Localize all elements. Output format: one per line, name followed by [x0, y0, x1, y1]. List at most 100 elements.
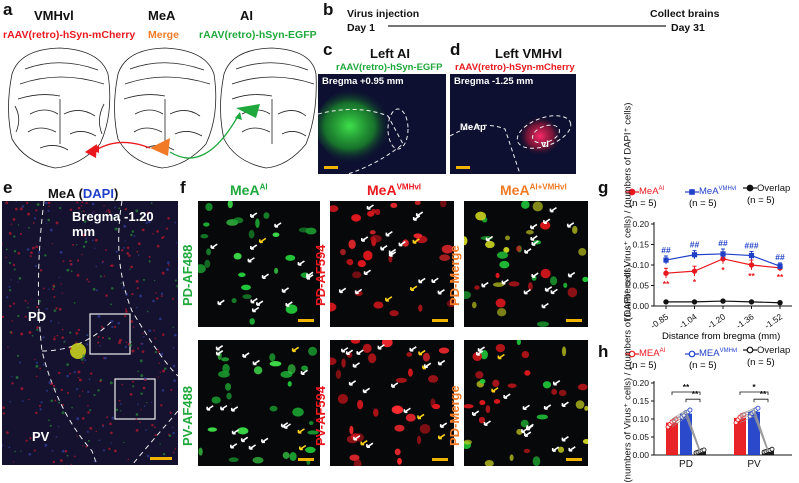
data-point — [720, 298, 726, 304]
x-tick-label: -1.04 — [677, 311, 699, 330]
individual-point — [701, 447, 707, 453]
individual-point — [687, 407, 693, 413]
category-label: PV — [747, 459, 761, 470]
panel-a-title-vmhvl: VMHvl — [34, 8, 74, 23]
chart-g-plot: 0.00 0.05 0.10 0.15 0.20 -0.85 -1.04 -1.20 -1.36… — [632, 219, 792, 331]
data-point — [720, 251, 726, 257]
paired-line — [739, 409, 755, 416]
panel-f-col2-title: MeAVMHvl — [367, 182, 422, 198]
paired-line — [685, 409, 701, 451]
row-label-pv-af594: PV-AF594 — [313, 386, 328, 446]
y-tick-label: 0.10 — [632, 260, 649, 270]
row-label-pv-af488: PV-AF488 — [180, 386, 195, 446]
timeline-start-event: Virus injection — [347, 8, 420, 20]
panel-f-pd-af594 — [330, 201, 454, 327]
significance-label: ** — [777, 272, 784, 282]
panel-e-scale-bar — [150, 457, 172, 460]
panel-f-pv-af594 — [330, 340, 454, 466]
significance-label: * — [721, 265, 725, 275]
x-tick-label: -0.85 — [649, 311, 671, 330]
y-tick-label: 0.15 — [632, 240, 649, 250]
timeline-end-day: Day 31 — [671, 22, 705, 34]
chart-h-legend: MEAAI (n = 5) MEAVMHvl (n = 5) Overlap (n = 5… — [625, 345, 797, 379]
timeline-line — [388, 25, 666, 27]
significance-label: ## — [661, 245, 671, 255]
panel-c-title: Left AI — [370, 46, 410, 61]
data-point — [663, 270, 669, 276]
panel-e-region-pv: PV — [32, 429, 50, 444]
panel-f-col3-title: MeAAI+VMHvl — [500, 182, 567, 198]
significance-label: * — [752, 382, 756, 392]
significance-bracket — [753, 398, 769, 403]
legend-entry: Overlap (n = 5) — [743, 345, 791, 368]
data-point — [663, 299, 669, 305]
data-point — [777, 300, 783, 306]
panel-e-title: MeA (DAPI) — [48, 186, 119, 201]
legend-entry: Overlap (n = 5) — [743, 183, 791, 206]
panel-f-col1-title: MeAAI — [230, 182, 268, 198]
panel-a-letter: a — [3, 0, 13, 19]
significance-label: ** — [760, 389, 767, 399]
significance-bracket — [685, 398, 701, 403]
legend-entry: MEAAI (n = 5) — [625, 348, 666, 372]
y-tick-label: 0.05 — [632, 432, 649, 442]
panel-e-bregma: Bregma -1.20 mm — [72, 209, 154, 239]
significance-label: ## — [718, 238, 728, 248]
legend-entry: MeAVMHvl (n = 5) — [685, 186, 737, 210]
data-point — [748, 299, 755, 305]
panel-f-letter: f — [180, 178, 186, 197]
panel-h-letter: h — [598, 342, 609, 361]
y-tick-label: 0.10 — [632, 414, 649, 424]
panel-c-virus: rAAV(retro)-hSyn-EGFP — [336, 62, 443, 73]
paired-line — [739, 413, 755, 420]
panel-c-bregma: Bregma +0.95 mm — [322, 76, 404, 87]
panel-d-title: Left VMHvl — [495, 46, 563, 61]
panel-e-letter: e — [3, 178, 13, 197]
significance-label: ### — [744, 240, 758, 250]
panel-a-virus-right: rAAV(retro)-hSyn-EGFP — [199, 29, 317, 41]
panel-e-region-pd: PD — [28, 309, 47, 324]
significance-label: * — [693, 277, 697, 287]
row-label-pd-af594: PD-AF594 — [313, 244, 328, 306]
panel-f-pd-af488 — [198, 201, 320, 327]
individual-point — [769, 446, 775, 452]
paired-line — [739, 411, 755, 418]
y-tick-label: 0.20 — [632, 378, 649, 388]
panel-c-letter: c — [323, 40, 333, 59]
chart-g-xlabel: Distance from bregma (mm) — [662, 331, 781, 342]
chart-g-legend: MeAAI (n = 5) MeAVMHvl (n = 5) Overlap (n = 5… — [625, 183, 797, 219]
y-tick-label: 0.05 — [632, 281, 649, 291]
panel-c-micrograph: Bregma +0.95 mm — [318, 74, 446, 174]
panel-a-merge-label: Merge — [148, 29, 179, 41]
paired-line — [753, 416, 769, 453]
paired-line — [739, 407, 755, 415]
data-point — [691, 252, 698, 258]
paired-line — [685, 417, 701, 453]
panel-f-pv-merge — [464, 340, 588, 466]
data-point — [663, 257, 669, 263]
panel-d-region-meap: MeAp — [460, 122, 486, 133]
paired-line — [685, 415, 701, 453]
paired-line — [739, 415, 755, 423]
paired-line — [753, 408, 769, 450]
panel-b-letter: b — [323, 0, 334, 19]
panel-a-title-mea: MeA — [148, 8, 176, 23]
data-point — [748, 262, 755, 268]
significance-bracket — [671, 391, 701, 395]
paired-line — [671, 412, 687, 423]
significance-label: ## — [690, 240, 700, 250]
data-point — [777, 263, 783, 269]
panel-e-micrograph: Bregma -1.20 mm PD PV — [2, 201, 178, 465]
panel-c-scale-bar — [324, 166, 338, 169]
legend-entry: MeAAI (n = 5) — [625, 186, 665, 210]
x-tick-label: -1.52 — [763, 311, 785, 330]
bar — [748, 411, 760, 455]
individual-point — [755, 405, 761, 411]
panel-f-pv-af488 — [198, 340, 320, 466]
y-tick-label: 0.00 — [632, 450, 649, 460]
data-point — [720, 256, 726, 262]
y-tick-label: 0.20 — [632, 219, 649, 229]
panel-f-pd-merge — [464, 201, 588, 327]
data-point — [691, 268, 698, 274]
